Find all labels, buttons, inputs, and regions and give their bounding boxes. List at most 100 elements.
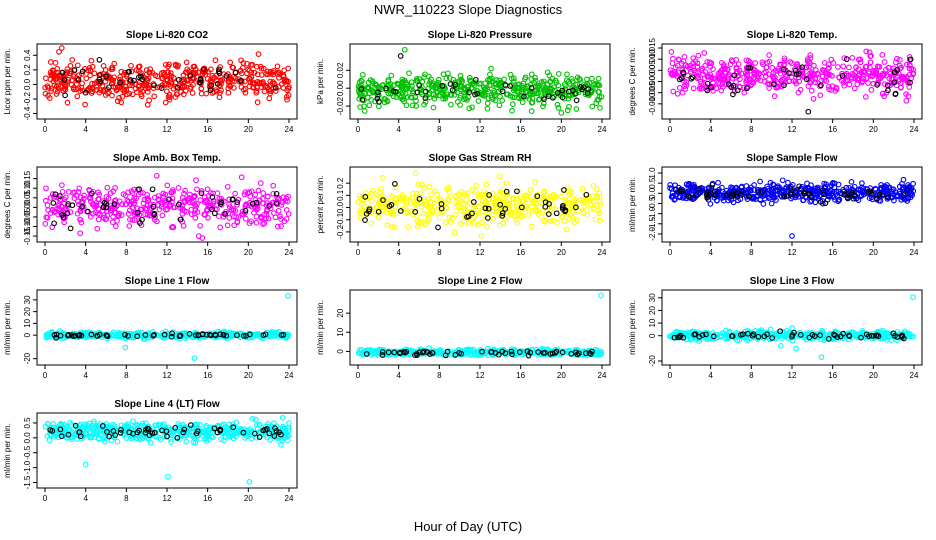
data-point: [97, 87, 104, 93]
data-point: [779, 76, 786, 83]
data-point: [163, 88, 170, 95]
reference-point: [677, 188, 683, 194]
data-point: [781, 61, 788, 67]
reference-point: [246, 331, 253, 338]
x-tick-label: 0: [356, 371, 361, 380]
data-point: [859, 328, 866, 334]
data-point: [589, 75, 595, 82]
data-point: [194, 186, 200, 193]
data-point: [234, 201, 240, 208]
data-point: [409, 83, 415, 89]
reference-point: [234, 199, 241, 206]
data-point: [166, 91, 173, 98]
x-tick-label: 4: [396, 125, 401, 134]
data-point: [278, 202, 285, 208]
data-point: [429, 209, 436, 216]
data-point: [49, 191, 56, 197]
x-tick-label: 8: [124, 125, 129, 134]
reference-point: [187, 72, 194, 79]
data-point: [741, 89, 748, 96]
data-point: [835, 181, 842, 188]
y-axis-label: degrees C per min.: [3, 170, 12, 238]
data-point: [710, 66, 716, 72]
reference-point: [217, 331, 224, 338]
data-point: [411, 199, 417, 206]
y-tick-label: -1.5: [23, 475, 32, 489]
data-point: [773, 332, 780, 339]
data-point: [368, 220, 375, 227]
data-point: [597, 201, 604, 208]
reference-point: [781, 82, 787, 89]
data-point: [880, 327, 886, 334]
data-point: [679, 89, 686, 96]
reference-point: [79, 203, 85, 210]
x-tick-label: 20: [557, 371, 566, 380]
data-point: [274, 223, 281, 230]
reference-point: [744, 85, 750, 92]
reference-point: [818, 82, 824, 89]
reference-point: [379, 352, 386, 358]
data-point: [88, 57, 95, 64]
data-point: [806, 63, 812, 70]
data-point: [500, 197, 506, 203]
data-point: [758, 327, 765, 333]
data-point: [79, 80, 85, 87]
data-point: [111, 198, 118, 204]
data-point: [128, 68, 135, 75]
data-point: [527, 186, 534, 193]
reference-point: [375, 89, 381, 96]
data-point: [572, 203, 578, 210]
data-point: [478, 192, 485, 198]
x-tick-label: 24: [285, 125, 294, 134]
data-point: [216, 94, 223, 101]
x-tick-label: 12: [476, 248, 485, 257]
reference-point: [705, 191, 711, 197]
data-point: [569, 214, 576, 220]
data-point: [573, 106, 580, 112]
data-point: [719, 184, 725, 191]
data-point: [361, 103, 367, 110]
data-point: [877, 198, 884, 204]
data-point: [863, 63, 870, 70]
data-point: [92, 209, 99, 216]
data-point: [880, 72, 887, 78]
reference-point: [208, 82, 215, 89]
reference-point: [439, 82, 446, 89]
data-point: [154, 73, 161, 80]
data-point: [431, 95, 438, 102]
data-point: [138, 91, 144, 98]
data-point: [261, 88, 268, 95]
data-point: [737, 76, 743, 82]
data-point: [419, 78, 426, 85]
data-point: [167, 83, 174, 89]
data-point: [826, 86, 832, 93]
data-point: [423, 201, 430, 207]
data-point: [670, 55, 676, 62]
data-point: [87, 72, 93, 79]
data-point: [490, 195, 497, 202]
data-point: [851, 85, 858, 92]
reference-point: [85, 208, 91, 215]
reference-point: [730, 188, 737, 195]
data-point: [405, 224, 411, 230]
data-point: [708, 60, 715, 67]
data-point: [42, 197, 49, 204]
data-point: [86, 84, 93, 91]
reference-point: [759, 189, 765, 195]
data-point: [385, 78, 392, 85]
reference-point: [792, 67, 799, 74]
data-point: [430, 104, 437, 111]
x-tick-label: 16: [828, 125, 837, 134]
data-point: [191, 63, 198, 70]
reference-point: [708, 84, 714, 91]
data-point: [862, 94, 869, 100]
data-point: [356, 192, 363, 199]
reference-point: [240, 333, 247, 339]
data-point: [896, 62, 903, 69]
data-point: [538, 79, 545, 85]
reference-point: [79, 68, 86, 75]
reference-point: [161, 331, 168, 338]
data-point: [594, 96, 601, 103]
reference-point: [535, 349, 541, 355]
data-point: [230, 85, 237, 91]
